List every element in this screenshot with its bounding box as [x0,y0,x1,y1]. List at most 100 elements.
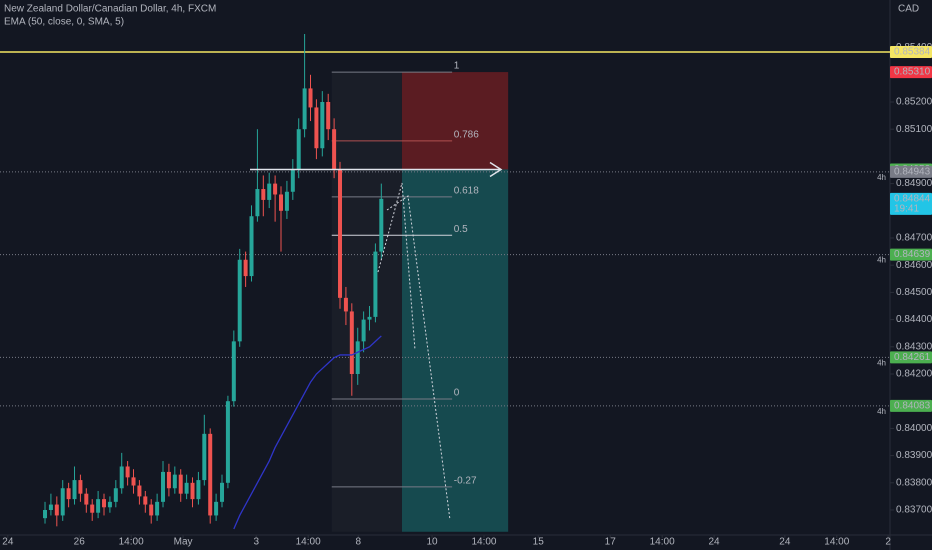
candle-body [155,501,160,516]
candle-body [196,480,201,500]
candle-body [161,471,166,502]
candle-body [78,480,83,494]
candle-body [102,499,107,508]
candle-body [343,297,348,312]
candle-body [143,496,148,505]
price-label-text: 0.84844 [894,193,931,204]
y-tick-label: 0.84600 [896,260,932,271]
y-tick-label: 0.83900 [896,450,932,461]
fib-label: 1 [454,61,460,72]
candle-body [332,129,337,171]
y-tick-label: 0.84200 [896,369,932,380]
x-tick-label: 14:00 [471,537,496,548]
y-tick-label: 0.84500 [896,287,932,298]
target-zone [401,169,509,532]
fib-label: 0 [454,388,460,399]
price-label [890,399,932,412]
y-tick-label: 0.84300 [896,341,932,352]
candle-body [225,401,230,483]
level-tag: 4h [877,256,886,265]
candle-body [84,493,89,505]
price-label [890,165,932,178]
candle-body [137,485,142,497]
price-label [890,351,932,364]
x-tick-label: 17 [605,537,617,548]
fib-label: 0.5 [454,224,468,235]
candle-body [290,170,295,192]
x-tick-label: 3 [253,537,259,548]
x-tick-label: 2 [885,537,891,548]
candle-body [72,480,77,500]
candle-body [367,316,372,320]
candle-body [249,216,254,277]
y-tick-label: 0.85100 [896,124,932,135]
candle-body [261,189,266,200]
x-tick-label: 14:00 [296,537,321,548]
candle-body [273,183,278,195]
candle-body [338,170,343,298]
y-tick-label: 0.84700 [896,233,932,244]
y-tick-label: 0.84900 [896,178,932,189]
price-label [890,248,932,261]
x-tick-label: 14:00 [650,537,675,548]
candle-body [279,194,284,211]
projection [386,195,451,521]
candle-body [202,433,207,481]
candle-body [149,504,154,516]
candle-body [361,319,366,342]
y-tick-label: 0.83800 [896,477,932,488]
level-tag: 4h [877,173,886,182]
plot-area: 1 0.786 0.618 0.5 0 -0.27 4h 4h 4h 4h [0,34,890,532]
candle-body [166,471,171,489]
candle-body [90,504,95,513]
x-tick-label: 14:00 [824,537,849,548]
candle-body [172,474,177,489]
price-label-text: 0.84083 [894,400,931,411]
level-tag: 4h [877,359,886,368]
price-label-text: 0.85310 [894,67,931,78]
candle-body [326,102,331,130]
price-label [890,192,932,215]
x-tick-label: 10 [426,537,438,548]
chart-title: New Zealand Dollar/Canadian Dollar, 4h, … [4,4,216,15]
candle-body [255,189,260,217]
x-tick-label: 24 [2,537,14,548]
candle-body [208,433,213,516]
price-label-text: 0.84943 [894,167,931,178]
fib-label: 0.786 [454,130,479,141]
candle-body [43,510,48,519]
candle-body [60,488,65,516]
candle-body [379,198,384,252]
candle-body [125,466,130,478]
candle-body [355,341,360,375]
candle-body [296,129,301,171]
candle-body [119,466,124,489]
x-tick-label: 26 [74,537,86,548]
price-label-text: 0.84261 [894,352,931,363]
x-tick-label: 24 [709,537,721,548]
candle-body [178,474,183,494]
candle-body [113,488,118,502]
fib-label: 0.618 [454,186,479,197]
x-tick-label: 15 [533,537,545,548]
candle-body [243,259,248,277]
fib-background [331,72,402,532]
level-tag: 4h [877,407,886,416]
stop-zone [401,72,509,170]
candle-body [231,341,236,402]
candle-body [302,88,307,130]
candle-body [349,311,354,375]
candle-body [284,191,289,211]
candle-body [320,102,325,149]
x-tick-label: 24 [779,537,791,548]
indicator-legend: EMA (50, close, 0, SMA, 5) [4,17,124,28]
x-tick-label: 8 [356,537,362,548]
candle-body [308,88,313,108]
currency: CAD [898,4,919,15]
y-tick-label: 0.84400 [896,314,932,325]
y-tick-label: 0.83700 [896,505,932,516]
price-label [890,66,932,79]
candle-body [237,259,242,342]
y-tick-label: 0.84000 [896,423,932,434]
candle-body [184,482,189,494]
